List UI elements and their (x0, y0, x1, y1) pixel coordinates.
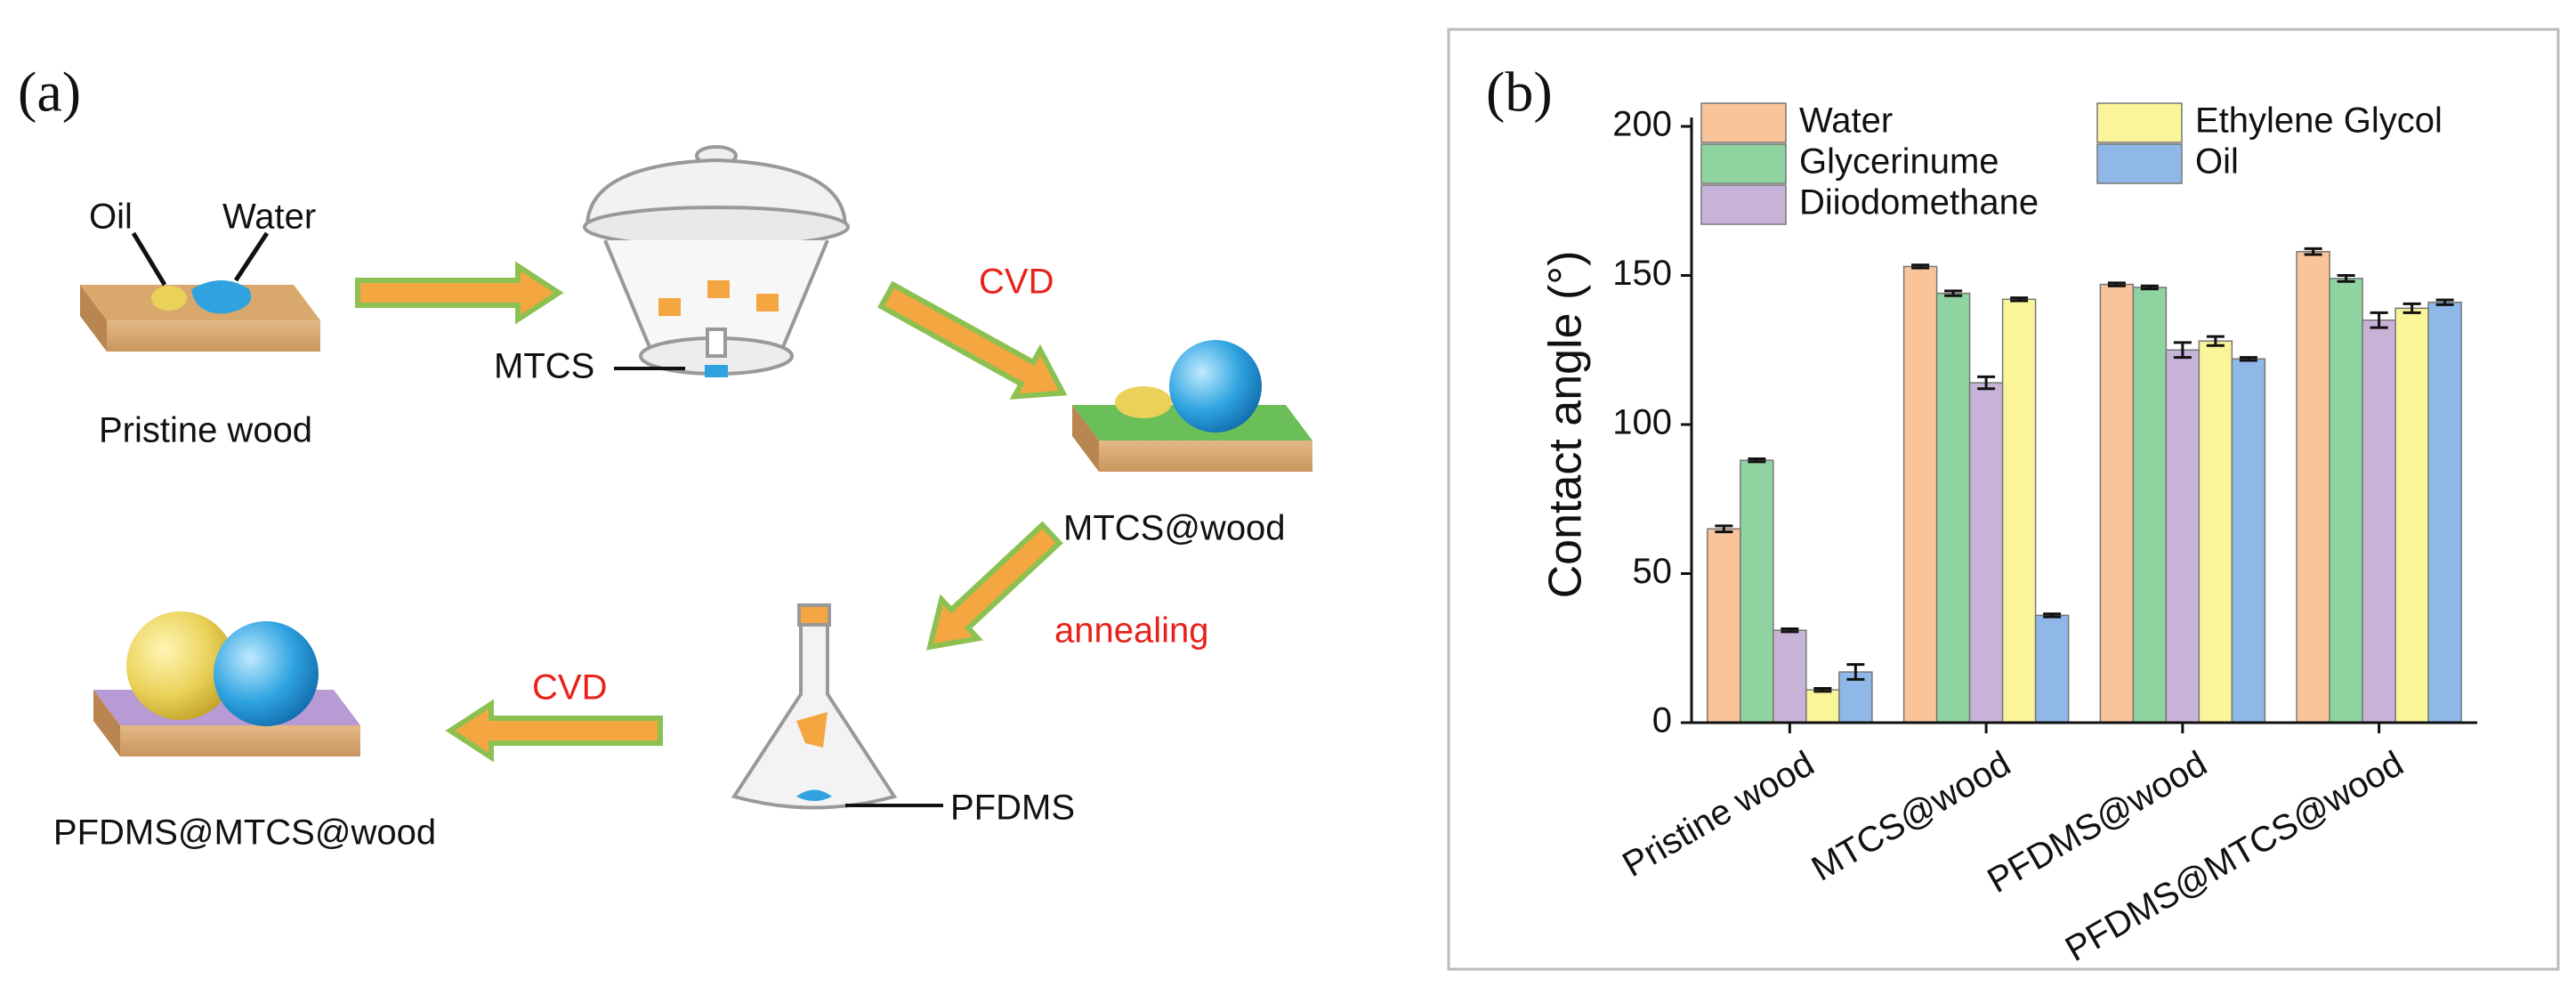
y-tick-label: 0 (1652, 701, 1672, 740)
error-bar (2173, 341, 2192, 360)
error-bar (2402, 302, 2421, 314)
panel-frame (1447, 28, 2560, 971)
x-tick-label: PFDMS@MTCS@wood (2059, 744, 2410, 969)
bar (2329, 278, 2363, 724)
error-bar (2304, 247, 2322, 256)
error-bar (2043, 612, 2062, 619)
arrow (877, 280, 1068, 400)
pfdms-label: PFDMS (950, 789, 1075, 828)
arrow (445, 699, 663, 763)
x-tick-label: Pristine wood (1616, 744, 1821, 885)
oil-label: Oil (89, 198, 133, 237)
legend-label: Glycerinume (1799, 142, 1999, 182)
error-bar (2239, 356, 2257, 362)
legend-swatch (2096, 143, 2183, 184)
legend-label: Diiodomethane (1799, 183, 2039, 222)
bar (2099, 283, 2135, 724)
wood-block (1072, 340, 1312, 472)
bar (2362, 320, 2396, 724)
legend-swatch (1700, 102, 1787, 143)
error-bar (1944, 289, 1963, 297)
bar (2001, 298, 2037, 724)
y-axis-label: Contact angle (°) (1540, 251, 1592, 599)
error-bar (2010, 296, 2029, 303)
wood-block (93, 611, 360, 756)
legend-label: Ethylene Glycol (2195, 101, 2443, 141)
annealing-label: annealing (1054, 611, 1209, 651)
legend-swatch (1700, 143, 1787, 184)
y-tick-label: 50 (1633, 552, 1673, 591)
bar (1805, 689, 1840, 724)
error-bar (1911, 263, 1930, 270)
bar (2132, 287, 2168, 724)
cvd-label: CVD (979, 263, 1054, 302)
bar (2198, 340, 2233, 724)
bar (1740, 459, 1774, 724)
error-bar (1781, 627, 1799, 634)
wood-block (80, 231, 320, 352)
error-bar (1977, 375, 1996, 391)
y-tick-label: 200 (1612, 105, 1672, 144)
error-bar (1748, 457, 1766, 464)
bar (2034, 614, 2070, 724)
mtcs-wood-label: MTCS@wood (1063, 509, 1286, 548)
bar (2165, 349, 2201, 724)
arrow (925, 521, 1063, 651)
desiccator (583, 145, 850, 377)
arrow (355, 261, 564, 325)
mtcs-label: MTCS (494, 347, 594, 386)
cvd-label: CVD (532, 668, 607, 708)
legend-swatch (1700, 184, 1787, 225)
y-tick-label: 150 (1612, 254, 1672, 293)
error-bar (2370, 311, 2388, 329)
legend-label: Oil (2195, 142, 2239, 182)
bar (2231, 358, 2266, 724)
error-bar (1846, 663, 1865, 681)
bar (2296, 250, 2330, 724)
bar (1773, 629, 1807, 724)
panel-label: (b) (1486, 61, 1553, 124)
bar (1968, 382, 2004, 724)
bar (1935, 292, 1971, 724)
legend-swatch (2096, 102, 2183, 143)
error-bar (2337, 274, 2355, 283)
pfdms-mtcs-wood-label: PFDMS@MTCS@wood (53, 813, 436, 853)
bar (2427, 301, 2462, 724)
pristine-wood-label: Pristine wood (99, 411, 312, 450)
error-bar (2435, 298, 2454, 306)
bar (1707, 528, 1741, 724)
flask (731, 603, 898, 810)
y-tick-label: 100 (1612, 403, 1672, 442)
panel-label: (a) (18, 61, 81, 124)
bar (2394, 307, 2429, 724)
error-bar (1813, 686, 1832, 693)
error-bar (2206, 335, 2225, 347)
water-label: Water (222, 198, 316, 237)
error-bar (2107, 281, 2126, 287)
error-bar (1715, 524, 1733, 534)
error-bar (2140, 284, 2159, 291)
bar (1902, 265, 1938, 724)
legend-label: Water (1799, 101, 1893, 141)
